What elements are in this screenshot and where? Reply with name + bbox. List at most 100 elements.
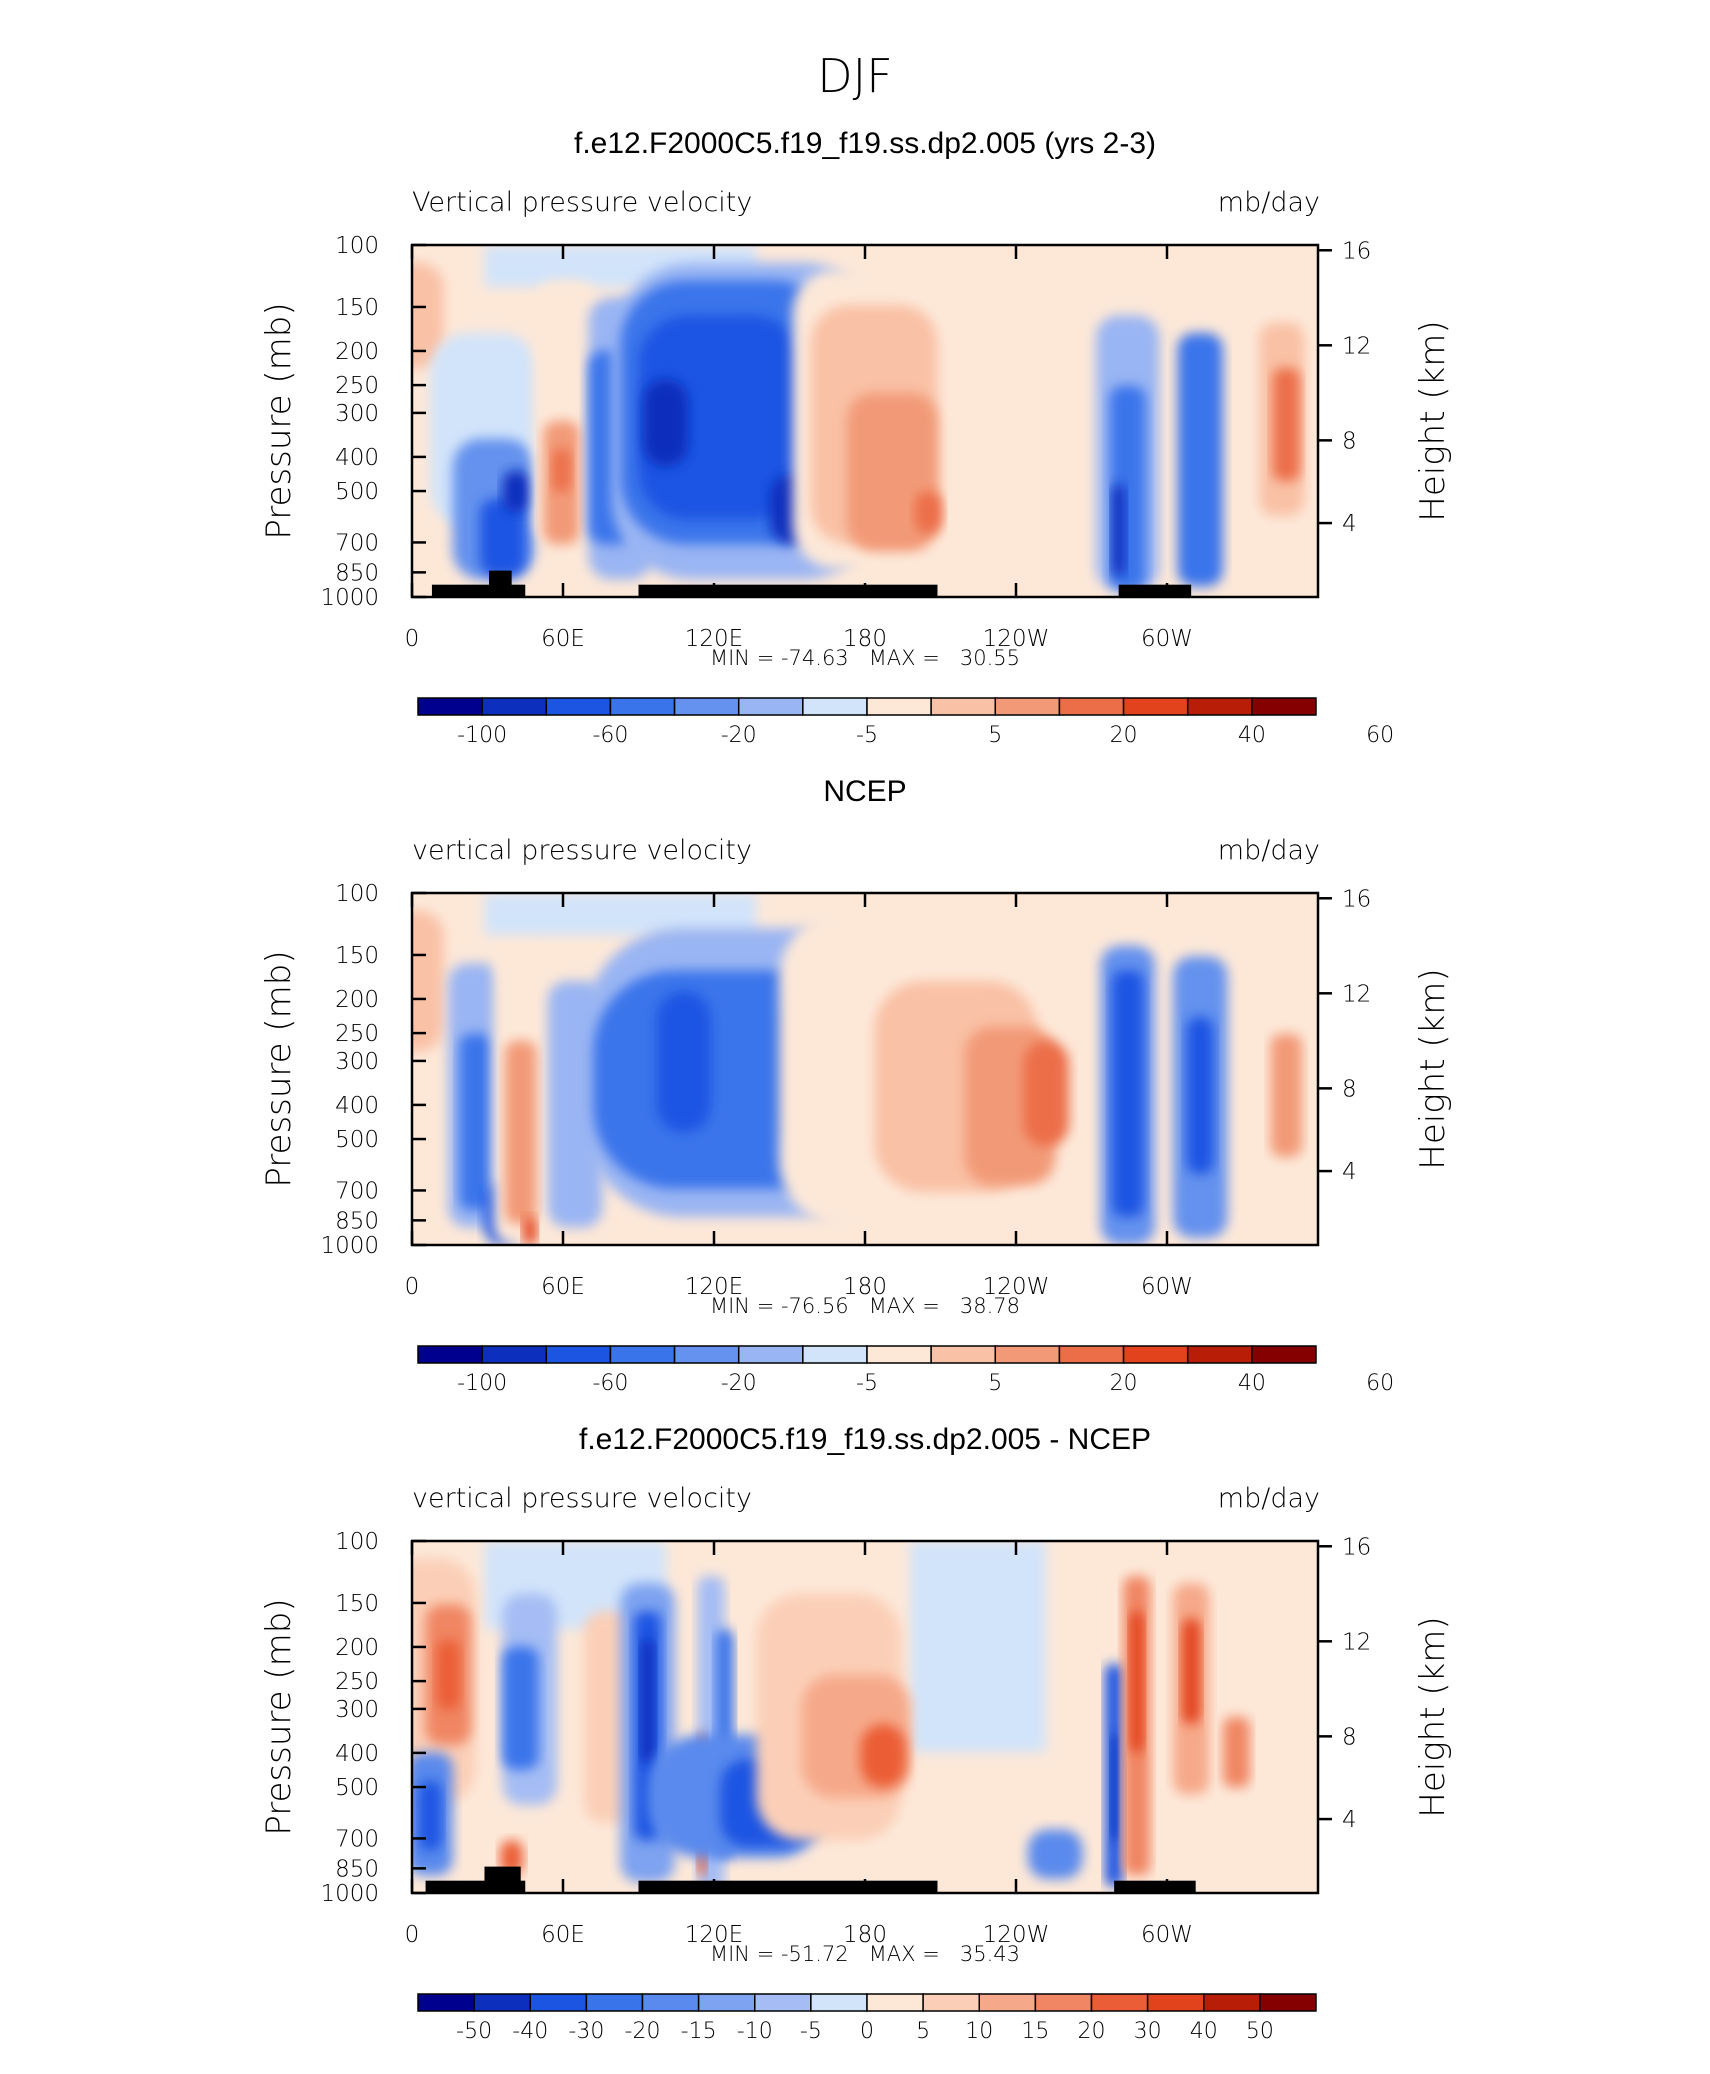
contour-region bbox=[502, 1646, 539, 1770]
colorbar-swatch bbox=[481, 1345, 548, 1364]
y-tick-label: 300 bbox=[335, 1697, 379, 1723]
colorbar-swatch bbox=[417, 1345, 483, 1364]
units-label: mb/day bbox=[1218, 187, 1320, 218]
y2-tick-label: 4 bbox=[1342, 511, 1357, 537]
panel-ncep: NCEP vertical pressure velocity mb/day 0 60E… bbox=[259, 775, 1453, 1396]
colorbar-swatch bbox=[737, 1345, 804, 1364]
colorbar-label: -5 bbox=[856, 1371, 878, 1396]
colorbar-label: 60 bbox=[1366, 1371, 1394, 1396]
colorbar-label: -60 bbox=[592, 723, 628, 748]
colorbar: -100 -60 -20 -5 5 20 40 60 bbox=[417, 1345, 1394, 1396]
y-tick-label: 850 bbox=[335, 1856, 379, 1882]
y2-tick-label: 8 bbox=[1342, 428, 1357, 454]
contour-region bbox=[860, 1724, 906, 1788]
colorbar-swatch bbox=[866, 697, 932, 716]
colorbar-label: 50 bbox=[1246, 2019, 1274, 2044]
y-tick-label: 200 bbox=[335, 339, 379, 365]
x-tick-label: 180 bbox=[843, 626, 887, 652]
y-tick-label: 700 bbox=[335, 1178, 379, 1204]
contour-region bbox=[846, 392, 938, 552]
contour-region bbox=[504, 1040, 537, 1224]
colorbar-swatch bbox=[994, 697, 1061, 716]
colorbar-label: 40 bbox=[1238, 723, 1266, 748]
contour-region bbox=[656, 991, 711, 1133]
y2-tick-label: 4 bbox=[1342, 1807, 1357, 1833]
colorbar-swatch bbox=[930, 697, 997, 716]
x-tick-label: 120W bbox=[983, 1274, 1050, 1300]
colorbar-label: 30 bbox=[1134, 2019, 1162, 2044]
contour-region bbox=[1272, 368, 1300, 481]
y-tick-label: 400 bbox=[335, 445, 379, 471]
colorbar-swatch bbox=[802, 697, 868, 716]
colorbar-swatch bbox=[529, 1993, 588, 2012]
colorbar-swatch bbox=[1251, 697, 1317, 716]
contour-region bbox=[502, 470, 530, 513]
land-mask bbox=[489, 570, 512, 597]
colorbar-label: -5 bbox=[856, 723, 878, 748]
y-tick-label: 700 bbox=[335, 1826, 379, 1852]
y-tick-label: 100 bbox=[335, 1529, 379, 1555]
y-axis-title: Pressure (mb) bbox=[259, 302, 299, 539]
colorbar-label: -40 bbox=[512, 2019, 548, 2044]
colorbar-swatch bbox=[1122, 697, 1189, 716]
colorbar-swatch bbox=[802, 1345, 868, 1364]
contour-region bbox=[643, 378, 689, 467]
contour-region bbox=[1028, 1829, 1083, 1879]
colorbar-label: -100 bbox=[457, 723, 507, 748]
y-tick-label: 1000 bbox=[320, 1881, 379, 1907]
units-label: mb/day bbox=[1218, 1483, 1320, 1514]
y-tick-label: 200 bbox=[335, 1635, 379, 1661]
colorbar-label: -60 bbox=[592, 1371, 628, 1396]
min-max-text: MIN = -51.72 MAX = 35.43 bbox=[710, 1942, 1020, 1966]
contour-region bbox=[552, 449, 571, 492]
x-tick-label: 120E bbox=[685, 626, 743, 652]
x-tick-label: 180 bbox=[843, 1274, 887, 1300]
colorbar-label: 40 bbox=[1190, 2019, 1218, 2044]
colorbar-swatch bbox=[922, 1993, 980, 2012]
colorbar-label: 5 bbox=[988, 1371, 1002, 1396]
x-tick-label: 60E bbox=[541, 1922, 585, 1948]
contour-region bbox=[1130, 1611, 1144, 1753]
colorbar-label: -20 bbox=[721, 1371, 757, 1396]
panel-model: f.e12.F2000C5.f19_f19.ss.dp2.005 (yrs 2-… bbox=[259, 127, 1453, 748]
figure-title: DJF bbox=[817, 49, 892, 103]
y-tick-label: 300 bbox=[335, 401, 379, 427]
colorbar-swatch bbox=[1186, 697, 1253, 716]
contour-region bbox=[1270, 1033, 1303, 1157]
contour-region bbox=[418, 1780, 442, 1851]
x-tick-label: 60W bbox=[1141, 1274, 1193, 1300]
y2-tick-label: 8 bbox=[1342, 1724, 1357, 1750]
contour-region bbox=[436, 1639, 460, 1710]
contour-region bbox=[479, 498, 526, 576]
x-tick-label: 120E bbox=[685, 1922, 743, 1948]
x-tick-label: 60E bbox=[541, 626, 585, 652]
colorbar-swatch bbox=[1122, 1345, 1189, 1364]
y-axis-title: Pressure (mb) bbox=[259, 1598, 299, 1835]
variable-label: vertical pressure velocity bbox=[412, 835, 752, 866]
x-tick-label: 0 bbox=[405, 626, 420, 652]
contour-region bbox=[500, 1840, 523, 1876]
y-tick-label: 250 bbox=[335, 1021, 379, 1047]
contour-region bbox=[412, 910, 444, 1052]
colorbar-swatch bbox=[1259, 1993, 1317, 2012]
y-tick-label: 100 bbox=[335, 233, 379, 259]
colorbar-swatch bbox=[994, 1345, 1061, 1364]
colorbar-swatch bbox=[545, 697, 612, 716]
y-tick-label: 150 bbox=[335, 943, 379, 969]
colorbar-swatch bbox=[978, 1993, 1037, 2012]
field-region bbox=[910, 1541, 1047, 1753]
contour-region bbox=[914, 491, 943, 534]
y-tick-label: 850 bbox=[335, 1208, 379, 1234]
y-tick-label: 400 bbox=[335, 1093, 379, 1119]
colorbar-label: -50 bbox=[456, 2019, 492, 2044]
colorbar-label: 10 bbox=[965, 2019, 993, 2044]
contour-region bbox=[1182, 1618, 1201, 1725]
contour-field bbox=[412, 1541, 1318, 1893]
contour-region bbox=[1111, 484, 1126, 576]
y2-axis-title: Height (km) bbox=[1413, 1616, 1453, 1817]
colorbar-swatch bbox=[1034, 1993, 1093, 2012]
y-tick-label: 150 bbox=[335, 1591, 379, 1617]
colorbar-swatch bbox=[545, 1345, 612, 1364]
y2-axis-title: Height (km) bbox=[1413, 320, 1453, 521]
